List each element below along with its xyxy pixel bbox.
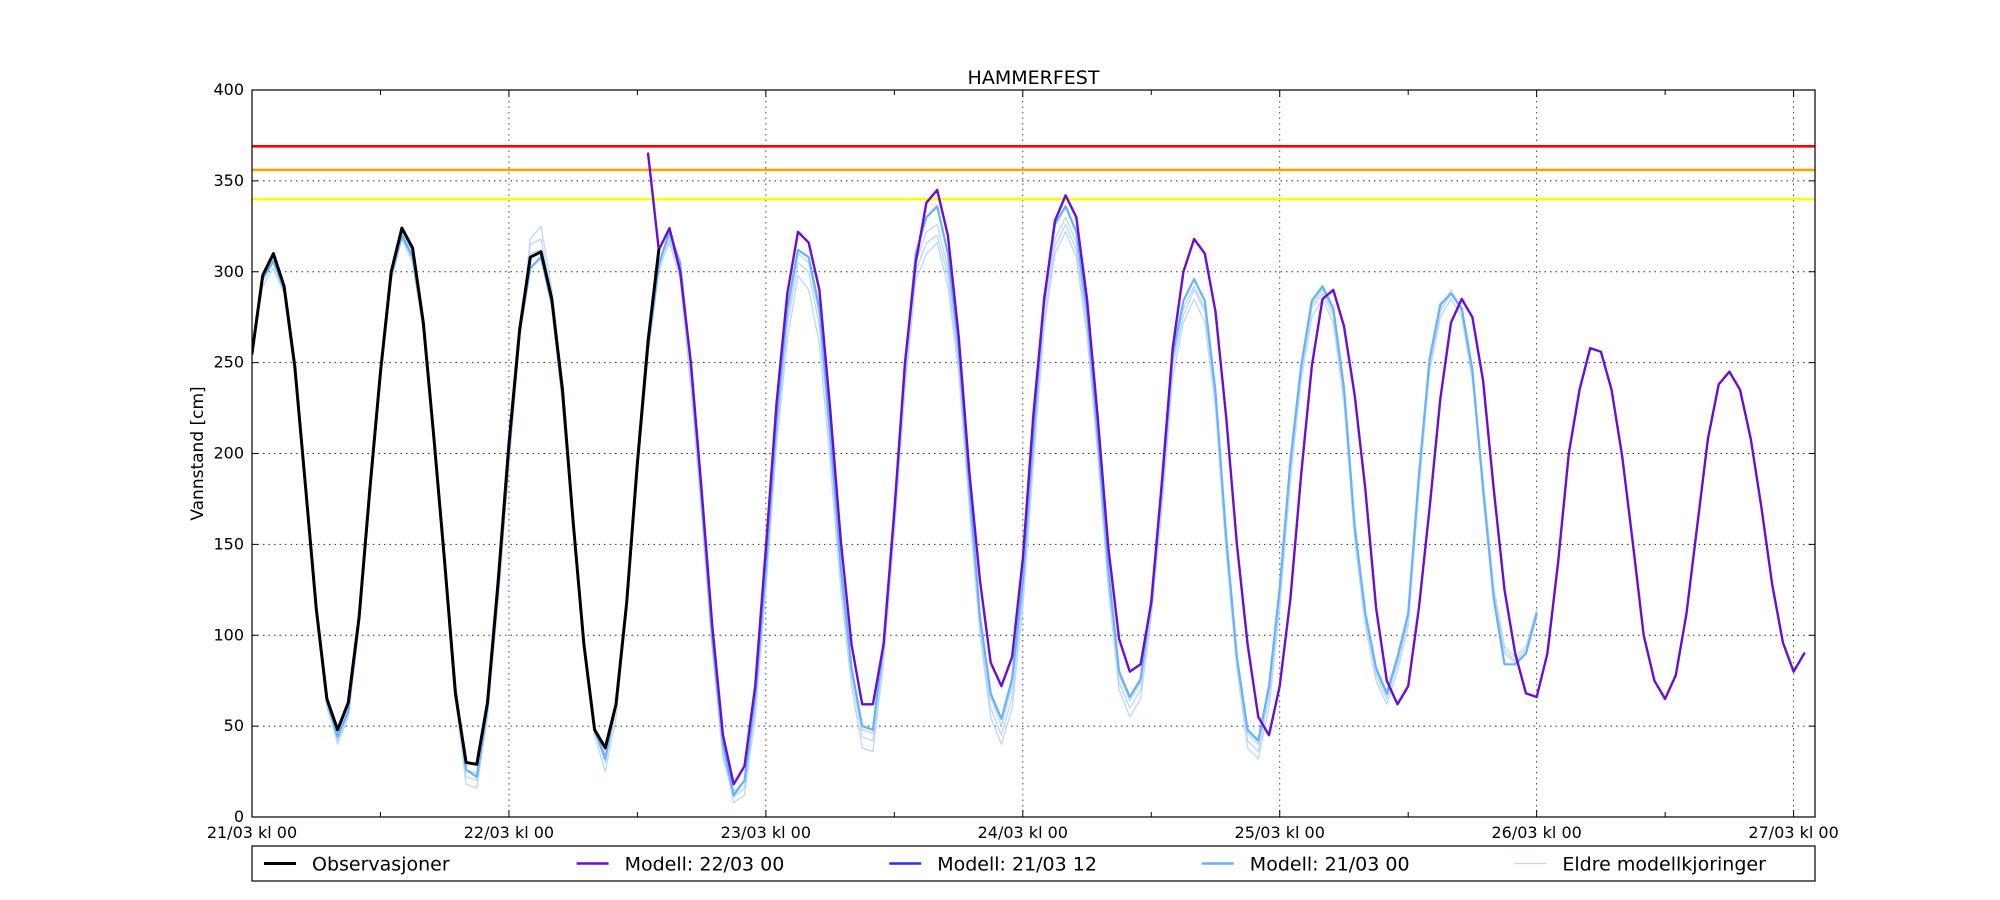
x-tick-label: 21/03 kl 00 bbox=[207, 823, 297, 842]
x-tick-label: 22/03 kl 00 bbox=[464, 823, 554, 842]
x-tick-label: 26/03 kl 00 bbox=[1491, 823, 1581, 842]
y-tick-label: 300 bbox=[213, 262, 244, 281]
y-tick-label: 250 bbox=[213, 353, 244, 372]
y-tick-label: 150 bbox=[213, 534, 244, 553]
series-line-modell-22-03-00 bbox=[646, 152, 1806, 786]
axis-ticks: 0 50 100 150 200 250 300 350 400 21/03 kl 00 22/03… bbox=[207, 80, 1839, 842]
y-tick-label: 0 bbox=[234, 807, 244, 826]
y-tick-label: 200 bbox=[213, 444, 244, 463]
legend: Observasjoner Modell: 22/03 00 Modell: 21/… bbox=[251, 845, 1816, 882]
chart-title: HAMMERFEST bbox=[968, 67, 1100, 89]
x-tick-label: 27/03 kl 00 bbox=[1748, 823, 1838, 842]
legend-label: Modell: 21/03 00 bbox=[1250, 854, 1410, 876]
series-line-observasjoner bbox=[252, 226, 661, 766]
x-tick-label: 23/03 kl 00 bbox=[721, 823, 811, 842]
series-lines bbox=[252, 152, 1806, 804]
x-tick-label: 24/03 kl 00 bbox=[978, 823, 1068, 842]
legend-label: Observasjoner bbox=[312, 854, 450, 876]
legend-frame bbox=[251, 845, 1816, 882]
y-tick-label: 350 bbox=[213, 171, 244, 190]
threshold-lines bbox=[252, 145, 1815, 201]
y-tick-label: 100 bbox=[213, 625, 244, 644]
legend-label: Modell: 22/03 00 bbox=[625, 854, 785, 876]
y-axis-label: Vannstand [cm] bbox=[188, 386, 208, 520]
legend-label: Modell: 21/03 12 bbox=[937, 854, 1097, 876]
x-tick-label: 25/03 kl 00 bbox=[1235, 823, 1325, 842]
y-tick-label: 50 bbox=[224, 716, 244, 735]
legend-label: Eldre modellkjoringer bbox=[1562, 854, 1766, 876]
y-tick-label: 400 bbox=[213, 80, 244, 99]
